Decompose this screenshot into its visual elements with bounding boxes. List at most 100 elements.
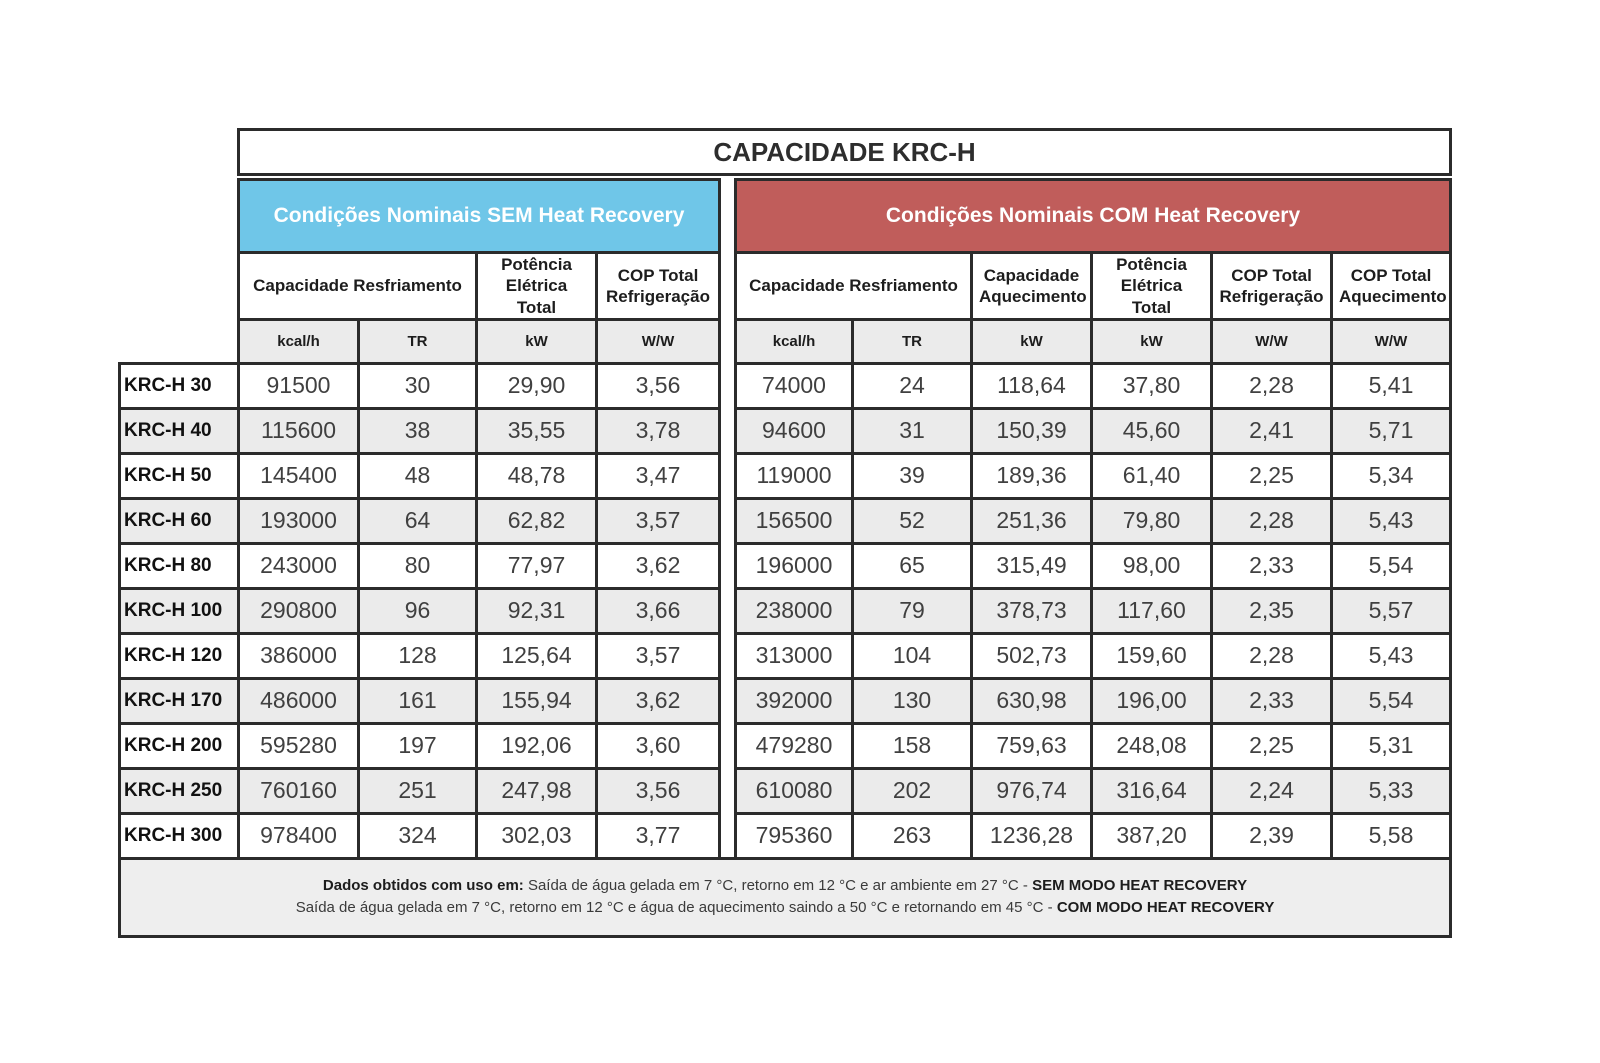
section-divider [719, 179, 736, 253]
table-cell: 3,62 [595, 541, 721, 590]
table-cell: 150,39 [970, 406, 1093, 455]
table-cell: 74000 [734, 361, 854, 410]
table-cell: 5,43 [1329, 631, 1453, 680]
table-cell: 2,33 [1210, 541, 1333, 590]
table-title: CAPACIDADE KRC-H [236, 128, 1453, 176]
table-row: KRC-H 80 243000 80 77,97 3,62 196000 65 315,49 9… [118, 541, 1453, 590]
table-cell: 5,34 [1329, 451, 1453, 500]
table-cell: 479280 [734, 721, 854, 770]
table-cell: 48,78 [475, 451, 598, 500]
table-cell: 251 [357, 766, 478, 815]
capacity-table: CAPACIDADE KRC-H Condições Nominais SEM … [117, 128, 1453, 938]
column-header: Potência Elétrica Total [1090, 251, 1213, 321]
table-cell: 52 [851, 496, 973, 545]
table-cell: 92,31 [475, 586, 598, 635]
table-cell: 386000 [237, 631, 360, 680]
table-cell: 197 [357, 721, 478, 770]
table-cell: 238000 [734, 586, 854, 635]
section-divider [719, 588, 736, 634]
table-cell: 2,28 [1210, 361, 1333, 410]
table-cell: 795360 [734, 811, 854, 860]
footnote: Dados obtidos com uso em: Saída de água … [117, 856, 1453, 938]
section-divider [719, 408, 736, 454]
table-cell: 5,54 [1329, 676, 1453, 725]
table-cell: 31 [851, 406, 973, 455]
table-cell: 3,56 [595, 361, 721, 410]
unit-header: kW [1090, 317, 1213, 365]
title-row: CAPACIDADE KRC-H [119, 128, 1453, 176]
table-cell: 595280 [237, 721, 360, 770]
spacer-row [119, 174, 1451, 180]
section-divider [719, 319, 736, 364]
table-cell: 30 [357, 361, 478, 410]
table-cell: 3,78 [595, 406, 721, 455]
table-cell: 248,08 [1090, 721, 1213, 770]
table-cell: 976,74 [970, 766, 1093, 815]
table-cell: 5,41 [1329, 361, 1453, 410]
table-row: KRC-H 100 290800 96 92,31 3,66 238000 79 378,73… [118, 586, 1453, 635]
table-cell: 5,71 [1329, 406, 1453, 455]
row-label: KRC-H 60 [118, 496, 240, 545]
section-divider [719, 633, 736, 679]
row-label: KRC-H 170 [118, 676, 240, 725]
spacer-cell [119, 129, 239, 175]
row-label: KRC-H 50 [118, 451, 240, 500]
table-cell: 189,36 [970, 451, 1093, 500]
column-header: Capacidade Resfriamento [734, 251, 973, 321]
table-cell: 118,64 [970, 361, 1093, 410]
table-cell: 196000 [734, 541, 854, 590]
unit-header: W/W [1329, 317, 1453, 365]
table-cell: 3,62 [595, 676, 721, 725]
table-cell: 2,39 [1210, 811, 1333, 860]
column-header: Capacidade Resfriamento [237, 251, 478, 321]
table-row: KRC-H 40 115600 38 35,55 3,78 94600 31 150,39 45… [118, 406, 1453, 455]
table-cell: 125,64 [475, 631, 598, 680]
table-cell: 65 [851, 541, 973, 590]
section-divider [719, 252, 736, 320]
unit-header: kW [970, 317, 1093, 365]
table-cell: 115600 [237, 406, 360, 455]
table-cell: 39 [851, 451, 973, 500]
section-header-sem: Condições Nominais SEM Heat Recovery [237, 178, 721, 254]
table-cell: 2,24 [1210, 766, 1333, 815]
column-header: COP Total Refrigeração [595, 251, 721, 321]
column-header: COP Total Refrigeração [1210, 251, 1333, 321]
table-cell: 630,98 [970, 676, 1093, 725]
column-header: Capacidade Aquecimento [970, 251, 1093, 321]
table-cell: 3,57 [595, 496, 721, 545]
table-cell: 3,47 [595, 451, 721, 500]
table-row: KRC-H 170 486000 161 155,94 3,62 392000 130 630… [118, 676, 1453, 725]
table-cell: 324 [357, 811, 478, 860]
section-divider [719, 543, 736, 589]
table-cell: 98,00 [1090, 541, 1213, 590]
table-cell: 3,60 [595, 721, 721, 770]
table-cell: 313000 [734, 631, 854, 680]
table-cell: 378,73 [970, 586, 1093, 635]
unit-header: kcal/h [237, 317, 360, 365]
table-cell: 1236,28 [970, 811, 1093, 860]
table-cell: 79 [851, 586, 973, 635]
table-cell: 45,60 [1090, 406, 1213, 455]
table-cell: 2,25 [1210, 451, 1333, 500]
row-label: KRC-H 300 [118, 811, 240, 860]
table-cell: 155,94 [475, 676, 598, 725]
table-cell: 3,56 [595, 766, 721, 815]
table-row: KRC-H 250 760160 251 247,98 3,56 610080 202 976… [118, 766, 1453, 815]
table-cell: 3,66 [595, 586, 721, 635]
table-cell: 94600 [734, 406, 854, 455]
table-cell: 193000 [237, 496, 360, 545]
table-cell: 37,80 [1090, 361, 1213, 410]
table-row: KRC-H 300 978400 324 302,03 3,77 795360 263 123… [118, 811, 1453, 860]
table-cell: 145400 [237, 451, 360, 500]
table-cell: 251,36 [970, 496, 1093, 545]
table-cell: 91500 [237, 361, 360, 410]
table-cell: 3,57 [595, 631, 721, 680]
spacer-cell [119, 179, 239, 253]
table-cell: 759,63 [970, 721, 1093, 770]
table-cell: 64 [357, 496, 478, 545]
table-cell: 5,58 [1329, 811, 1453, 860]
table-cell: 5,43 [1329, 496, 1453, 545]
table-cell: 96 [357, 586, 478, 635]
table-row: KRC-H 120 386000 128 125,64 3,57 313000 104 502… [118, 631, 1453, 680]
